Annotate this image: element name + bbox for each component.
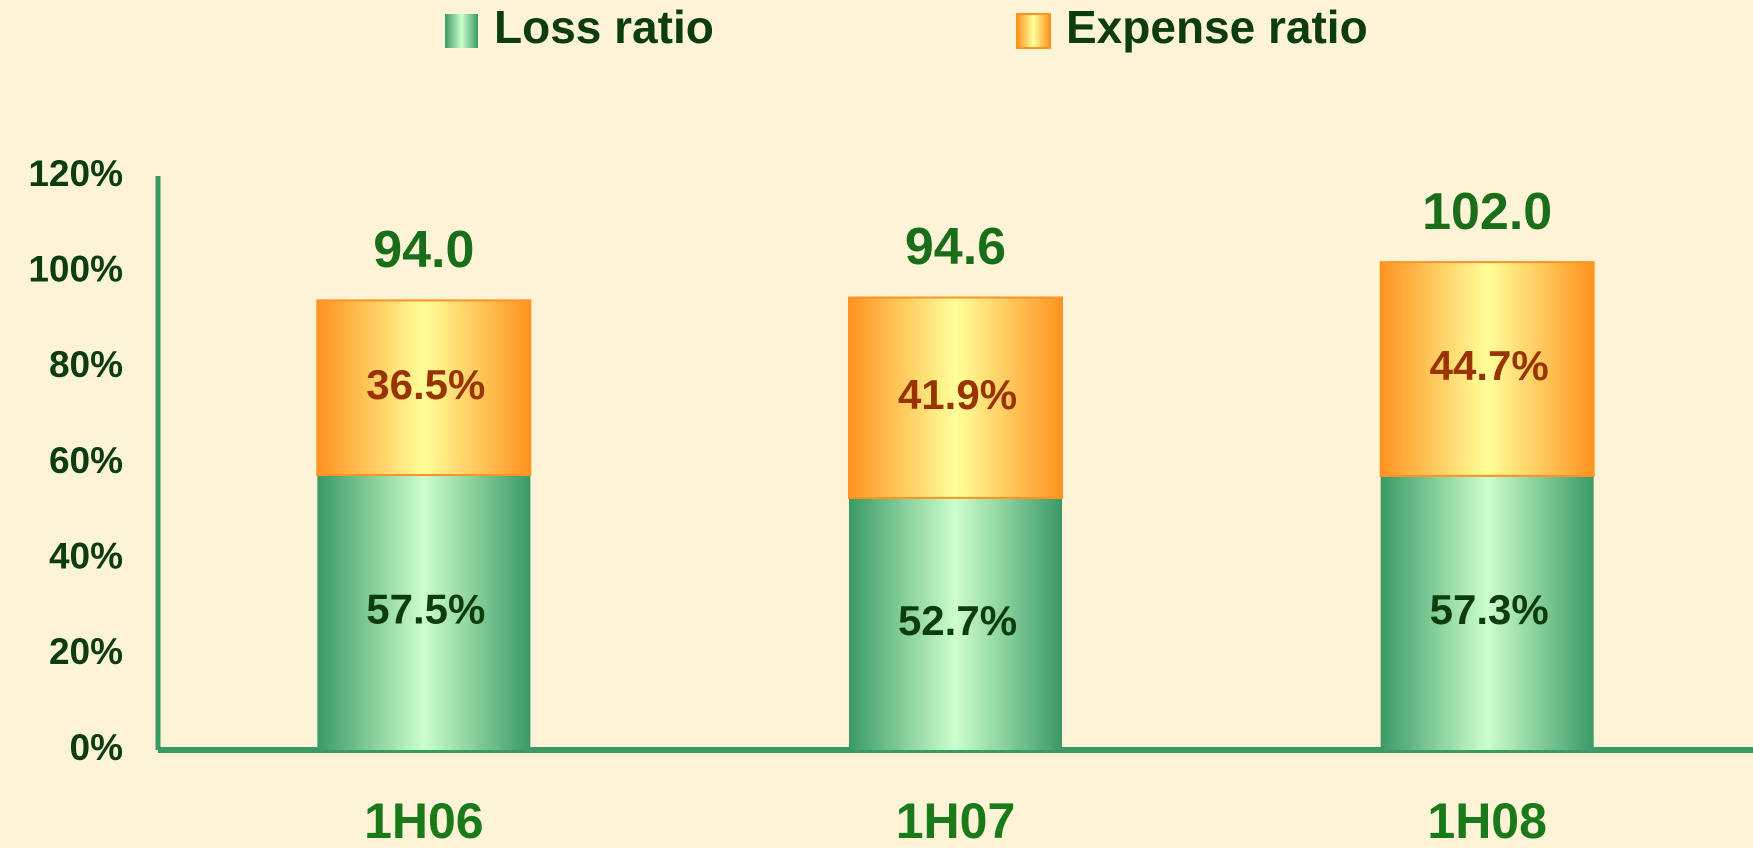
y-tick-label: 40% [49,535,123,576]
y-tick-label: 0% [70,727,123,768]
data-label: 52.7% [898,597,1017,644]
bar-segment [848,296,1063,499]
legend-label: Loss ratio [494,1,714,53]
y-tick-label: 120% [28,153,123,194]
x-tick-label: 1H08 [1427,793,1547,848]
data-label: 57.3% [1430,586,1549,633]
bar-segment [317,474,531,750]
data-label: 41.9% [898,371,1017,418]
y-tick-label: 20% [49,631,123,672]
total-label: 94.0 [373,221,474,279]
legend-label: Expense ratio [1066,1,1368,53]
y-tick-label: 100% [28,248,123,289]
x-tick-label: 1H07 [896,793,1016,848]
data-label: 44.7% [1430,342,1549,389]
y-tick-label: 60% [49,440,123,481]
legend-swatch [445,14,478,48]
bar-segment [1379,261,1595,477]
data-label: 36.5% [366,361,485,408]
total-label: 94.6 [905,218,1006,276]
data-label: 57.5% [366,586,485,633]
y-tick-label: 80% [49,344,123,385]
legend-swatch [1016,13,1051,49]
bar-segment [316,299,532,476]
bar-segment [1380,475,1594,750]
total-label: 102.0 [1422,183,1552,241]
x-tick-label: 1H06 [364,793,484,848]
bar-segment [849,497,1062,750]
